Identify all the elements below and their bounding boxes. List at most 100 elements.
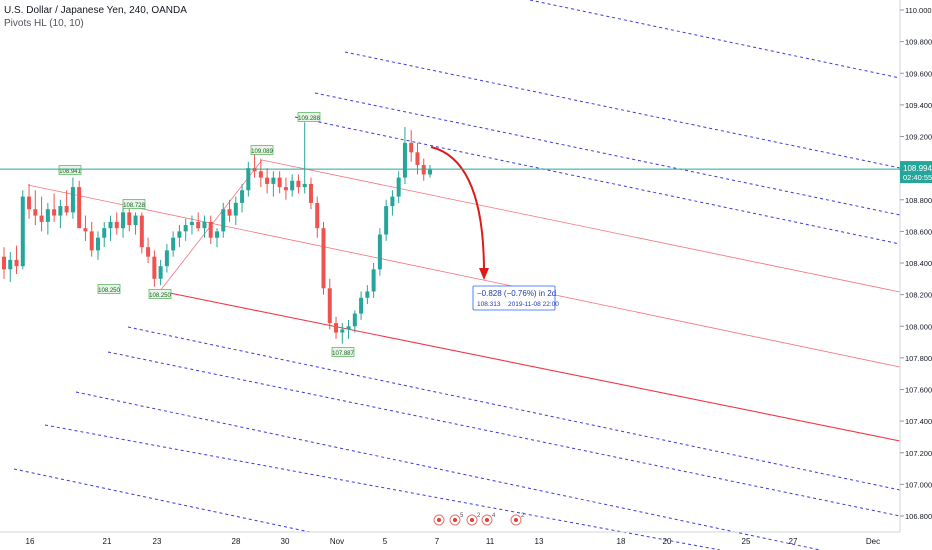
candle-body (20, 196, 25, 267)
candle-body (121, 212, 126, 229)
pitchfork-drawing[interactable] (13, 0, 901, 550)
pivot-label-box (250, 145, 274, 155)
candlestick-series (2, 122, 432, 344)
candle-body (246, 168, 251, 191)
candle-body (77, 187, 82, 229)
pitchfork-lower-line (159, 290, 901, 442)
candle-body (308, 183, 313, 203)
candle-body (95, 237, 100, 251)
last-price-label: 108.994 (903, 164, 932, 173)
candle-body (33, 209, 38, 216)
study-title[interactable]: Pivots HL (10, 10) (4, 18, 84, 29)
pivot-label-box (331, 347, 355, 357)
candle-body (315, 202, 320, 229)
candle-body (428, 169, 432, 175)
candle-body (402, 142, 407, 178)
time-tick-label: 5 (383, 537, 388, 546)
candle-body (359, 297, 364, 314)
price-tick-label: 108.000 (905, 322, 932, 331)
candle-body (277, 177, 282, 188)
pivot-label-box (97, 284, 121, 294)
pitchfork-dashed-line (107, 351, 901, 517)
pivot-label-text: 108.941 (59, 169, 81, 175)
candle-body (334, 323, 339, 333)
pivot-label-text: 107.887 (332, 351, 354, 357)
time-tick-label: 7 (435, 537, 440, 546)
projection-arrow-path (430, 146, 485, 273)
pivot-high-label: 109.288 (297, 112, 321, 122)
candle-body (302, 183, 307, 188)
countdown-label: 02:40:55 (903, 173, 932, 182)
candle-body (384, 206, 389, 235)
event-marker-dot (514, 518, 518, 522)
time-tick-label: 16 (26, 537, 35, 546)
pivot-labels: 108.941 108.728 108.250 108.250 109.089 109.2… (58, 112, 355, 357)
candle-body (64, 206, 69, 213)
last-price-badge (900, 161, 932, 184)
price-tick-label: 109.200 (905, 133, 932, 142)
candle-body (27, 196, 32, 210)
pivot-low-label: 107.887 (331, 347, 355, 357)
price-tick-label: 107.000 (905, 480, 932, 489)
candle-body (371, 269, 376, 292)
candle-body (421, 164, 426, 175)
pitchfork-dashed-line (294, 116, 901, 245)
candle-body (183, 225, 188, 232)
time-tick-label: Dec (866, 537, 880, 546)
time-tick-label: 30 (281, 537, 290, 546)
candle-body (127, 212, 132, 226)
time-tick-label: 23 (153, 537, 162, 546)
event-marker-icon: 5 (449, 513, 464, 526)
candle-body (377, 234, 382, 270)
pivot-high-label: 108.941 (58, 165, 82, 175)
candle-body (258, 171, 263, 178)
event-marker-count: 2 (521, 513, 525, 519)
pitchfork-upper-line (261, 159, 901, 293)
pivot-high-label: 109.089 (250, 145, 274, 155)
pitchfork-dashed-line (44, 424, 721, 550)
candle-body (58, 206, 63, 216)
candle-body (327, 288, 332, 324)
candle-body (252, 168, 257, 172)
price-tick-label: 109.800 (905, 38, 932, 47)
candle-body (215, 231, 219, 238)
pitchfork-dashed-line (127, 326, 901, 491)
projection-datetime-text: 2019-11-08 22:00 (508, 301, 559, 308)
price-tick-label: 110.000 (905, 6, 932, 15)
pivot-high-label: 108.728 (122, 199, 146, 209)
candle-body (45, 209, 50, 222)
candle-body (390, 196, 395, 207)
candle-body (221, 209, 226, 232)
pivot-label-box (58, 165, 82, 175)
time-axis[interactable]: 16 21 23 28 30 Nov 5 7 11 13 18 20 25 27 Dec (0, 531, 900, 546)
candle-body (352, 313, 357, 327)
price-tick-label: 107.400 (905, 417, 932, 426)
candle-body (108, 221, 113, 229)
symbol-title[interactable]: U.S. Dollar / Japanese Yen, 240, OANDA (4, 5, 187, 16)
candle-body (114, 221, 119, 229)
candle-body (146, 247, 151, 257)
projection-change-text: −0.828 (−0.76%) in 2d (477, 289, 556, 298)
projection-drawing[interactable]: −0.828 (−0.76%) in 2d 108.313 2019-11-08 2… (430, 146, 559, 311)
pitchfork-dashed-line (314, 92, 901, 216)
time-tick-label: 25 (742, 537, 751, 546)
candle-body (321, 228, 326, 289)
pitchfork-dashed-line (529, 0, 901, 79)
candle-body (208, 221, 213, 238)
candle-body (177, 231, 182, 238)
candle-body (283, 187, 288, 191)
event-marker-count: 4 (492, 513, 496, 519)
event-marker-dot (470, 518, 474, 522)
pivot-label-text: 108.250 (149, 293, 171, 299)
event-marker-icon: 2 (510, 513, 525, 526)
price-tick-label: 107.200 (905, 449, 932, 458)
candle-body (346, 326, 351, 330)
event-marker-icon: 4 (481, 513, 496, 526)
event-markers[interactable]: 5 2 4 2 (433, 513, 525, 526)
candle-body (396, 177, 401, 197)
pivot-label-text: 108.250 (98, 288, 120, 294)
price-axis[interactable]: 110.000 109.800 109.600 109.400 109.200 109.0… (0, 0, 932, 532)
candle-body (39, 215, 44, 222)
candle-body (196, 221, 201, 229)
